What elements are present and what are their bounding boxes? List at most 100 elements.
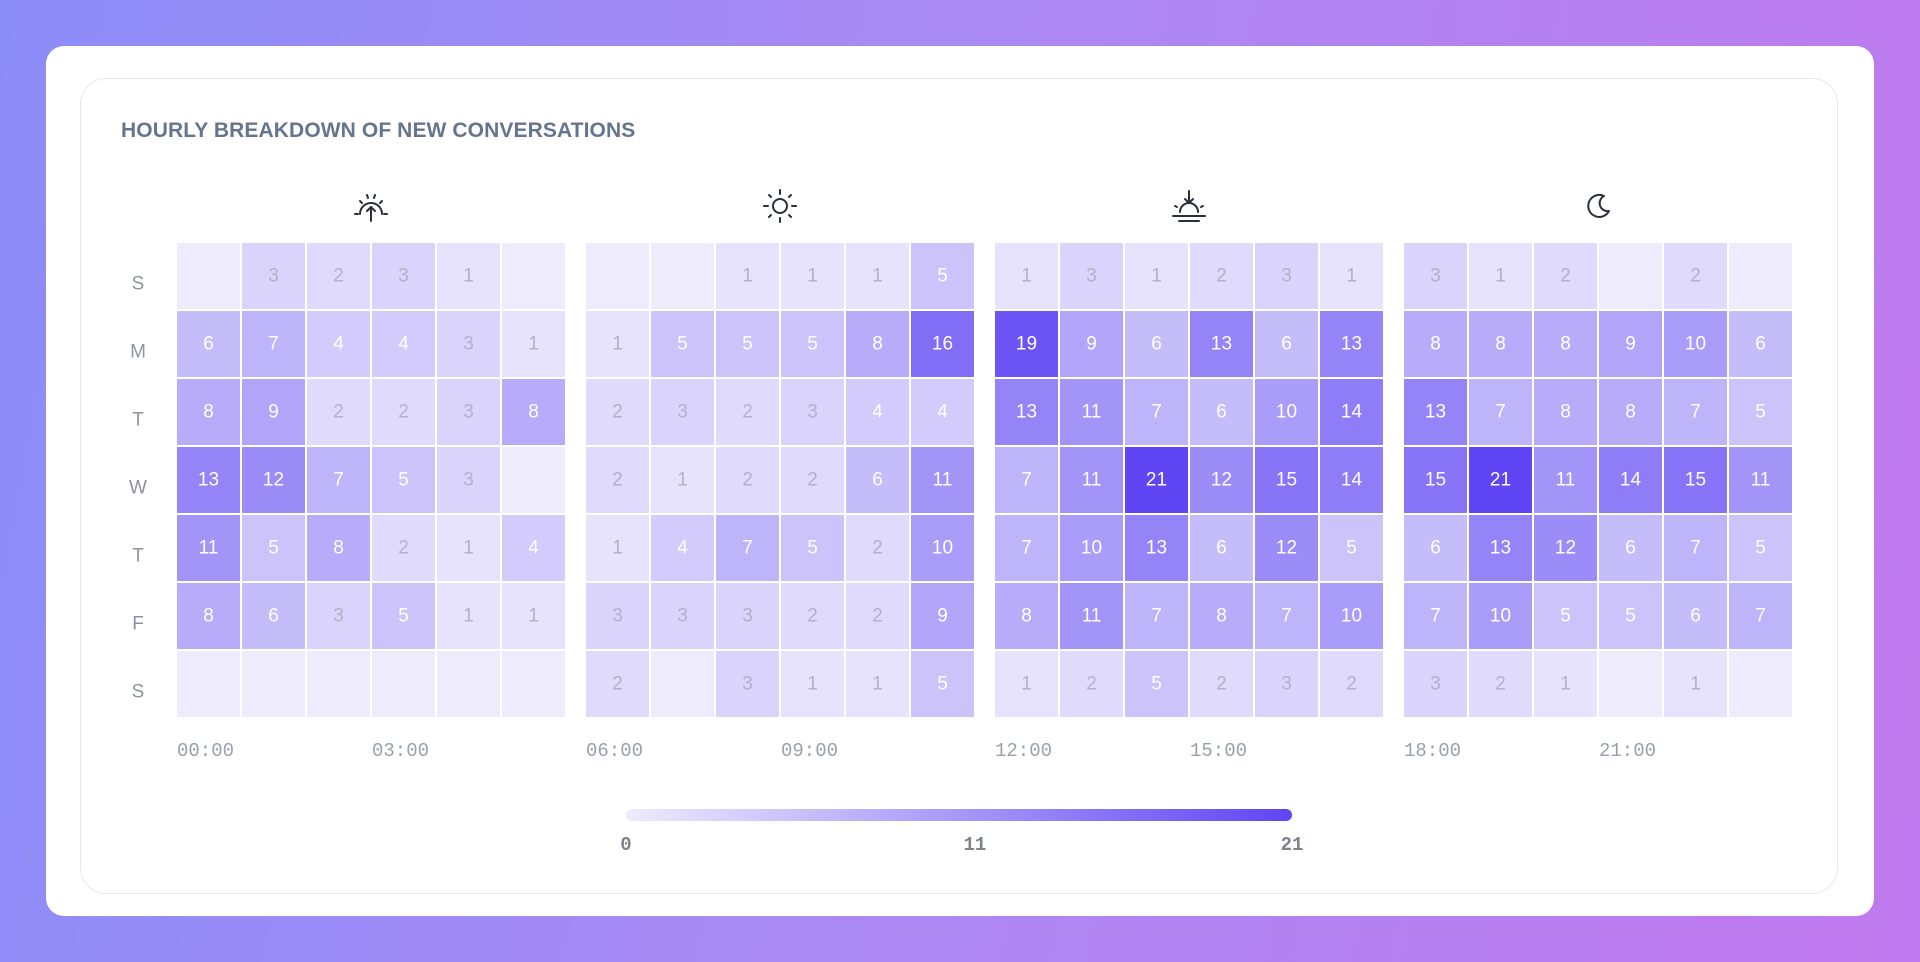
heatmap-cell[interactable]: [307, 583, 370, 649]
heatmap-cell[interactable]: [781, 311, 844, 377]
heatmap-cell[interactable]: [1469, 447, 1532, 513]
heatmap-cell[interactable]: [716, 243, 779, 309]
heatmap-cell[interactable]: [1125, 311, 1188, 377]
heatmap-cell[interactable]: [307, 447, 370, 513]
heatmap-cell[interactable]: [716, 447, 779, 513]
heatmap-cell[interactable]: [995, 243, 1058, 309]
heatmap-cell[interactable]: [995, 651, 1058, 717]
heatmap-cell[interactable]: [995, 515, 1058, 581]
heatmap-cell[interactable]: [1190, 515, 1253, 581]
heatmap-cell[interactable]: [372, 515, 435, 581]
heatmap-cell[interactable]: [502, 311, 565, 377]
heatmap-cell[interactable]: [1320, 243, 1383, 309]
heatmap-cell[interactable]: [1190, 447, 1253, 513]
heatmap-cell[interactable]: [1534, 311, 1597, 377]
heatmap-cell[interactable]: [1404, 311, 1467, 377]
heatmap-cell[interactable]: [1729, 583, 1792, 649]
heatmap-cell[interactable]: [437, 243, 500, 309]
heatmap-cell[interactable]: [1664, 583, 1727, 649]
heatmap-cell[interactable]: [716, 515, 779, 581]
heatmap-cell[interactable]: [781, 515, 844, 581]
heatmap-cell[interactable]: [1469, 651, 1532, 717]
heatmap-cell[interactable]: [1190, 379, 1253, 445]
heatmap-cell[interactable]: [1664, 515, 1727, 581]
heatmap-cell[interactable]: [242, 515, 305, 581]
heatmap-cell[interactable]: [502, 379, 565, 445]
heatmap-cell[interactable]: [177, 243, 240, 309]
heatmap-cell[interactable]: [1060, 583, 1123, 649]
heatmap-cell[interactable]: [1469, 379, 1532, 445]
heatmap-cell[interactable]: [1320, 379, 1383, 445]
heatmap-cell[interactable]: [177, 311, 240, 377]
heatmap-cell[interactable]: [502, 651, 565, 717]
heatmap-cell[interactable]: [1534, 379, 1597, 445]
heatmap-cell[interactable]: [651, 243, 714, 309]
heatmap-cell[interactable]: [911, 651, 974, 717]
heatmap-cell[interactable]: [651, 651, 714, 717]
heatmap-cell[interactable]: [372, 311, 435, 377]
heatmap-cell[interactable]: [911, 515, 974, 581]
heatmap-cell[interactable]: [651, 583, 714, 649]
heatmap-cell[interactable]: [1255, 447, 1318, 513]
heatmap-cell[interactable]: [1125, 515, 1188, 581]
heatmap-cell[interactable]: [1599, 447, 1662, 513]
heatmap-cell[interactable]: [1729, 447, 1792, 513]
heatmap-cell[interactable]: [586, 243, 649, 309]
heatmap-cell[interactable]: [586, 651, 649, 717]
heatmap-cell[interactable]: [1320, 583, 1383, 649]
heatmap-cell[interactable]: [1469, 311, 1532, 377]
heatmap-cell[interactable]: [1599, 583, 1662, 649]
heatmap-cell[interactable]: [911, 583, 974, 649]
heatmap-cell[interactable]: [502, 583, 565, 649]
heatmap-cell[interactable]: [1469, 515, 1532, 581]
heatmap-cell[interactable]: [586, 515, 649, 581]
heatmap-cell[interactable]: [1534, 243, 1597, 309]
heatmap-cell[interactable]: [437, 515, 500, 581]
heatmap-cell[interactable]: [437, 447, 500, 513]
heatmap-cell[interactable]: [1060, 243, 1123, 309]
heatmap-cell[interactable]: [995, 583, 1058, 649]
heatmap-cell[interactable]: [1125, 651, 1188, 717]
heatmap-cell[interactable]: [242, 583, 305, 649]
heatmap-cell[interactable]: [1060, 379, 1123, 445]
heatmap-cell[interactable]: [242, 311, 305, 377]
heatmap-cell[interactable]: [781, 583, 844, 649]
heatmap-cell[interactable]: [437, 311, 500, 377]
heatmap-cell[interactable]: [177, 583, 240, 649]
heatmap-cell[interactable]: [651, 311, 714, 377]
heatmap-cell[interactable]: [716, 651, 779, 717]
heatmap-cell[interactable]: [242, 379, 305, 445]
heatmap-cell[interactable]: [1599, 515, 1662, 581]
heatmap-cell[interactable]: [781, 651, 844, 717]
heatmap-cell[interactable]: [1190, 311, 1253, 377]
heatmap-cell[interactable]: [307, 651, 370, 717]
heatmap-cell[interactable]: [1255, 243, 1318, 309]
heatmap-cell[interactable]: [372, 651, 435, 717]
heatmap-cell[interactable]: [372, 583, 435, 649]
heatmap-cell[interactable]: [1320, 651, 1383, 717]
heatmap-cell[interactable]: [1404, 583, 1467, 649]
heatmap-cell[interactable]: [1664, 447, 1727, 513]
heatmap-cell[interactable]: [1664, 651, 1727, 717]
heatmap-cell[interactable]: [437, 651, 500, 717]
heatmap-cell[interactable]: [1534, 583, 1597, 649]
heatmap-cell[interactable]: [1320, 311, 1383, 377]
heatmap-cell[interactable]: [502, 243, 565, 309]
heatmap-cell[interactable]: [1125, 243, 1188, 309]
heatmap-cell[interactable]: [502, 447, 565, 513]
heatmap-cell[interactable]: [1190, 651, 1253, 717]
heatmap-cell[interactable]: [177, 651, 240, 717]
heatmap-cell[interactable]: [437, 379, 500, 445]
heatmap-cell[interactable]: [1534, 651, 1597, 717]
heatmap-cell[interactable]: [1729, 311, 1792, 377]
heatmap-cell[interactable]: [1599, 311, 1662, 377]
heatmap-cell[interactable]: [1404, 515, 1467, 581]
heatmap-cell[interactable]: [846, 379, 909, 445]
heatmap-cell[interactable]: [307, 311, 370, 377]
heatmap-cell[interactable]: [1404, 379, 1467, 445]
heatmap-cell[interactable]: [846, 311, 909, 377]
heatmap-cell[interactable]: [242, 243, 305, 309]
heatmap-cell[interactable]: [1729, 515, 1792, 581]
heatmap-cell[interactable]: [1255, 515, 1318, 581]
heatmap-cell[interactable]: [437, 583, 500, 649]
